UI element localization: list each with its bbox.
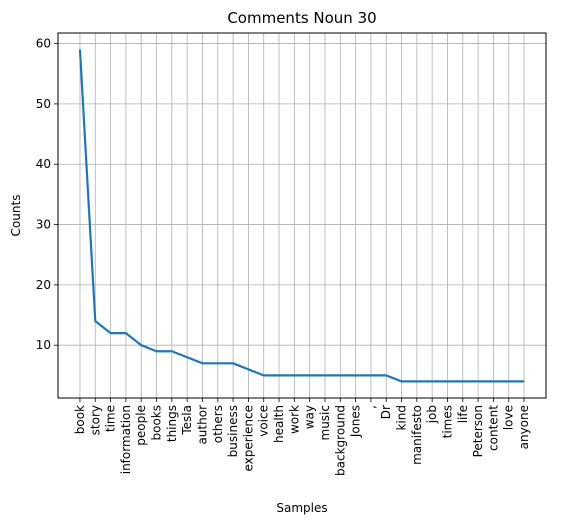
x-tick-label: Peterson <box>471 405 485 457</box>
x-tick-label: author <box>195 405 209 445</box>
x-tick-label: voice <box>257 405 271 437</box>
x-tick-label: Dr <box>379 405 393 419</box>
x-tick-label: business <box>226 405 240 457</box>
x-tick-label: way <box>303 405 317 429</box>
x-tick-label: books <box>150 405 164 441</box>
plot-frame <box>58 33 546 398</box>
x-tick-label: information <box>119 405 133 474</box>
x-tick-label: love <box>502 405 516 430</box>
x-tick-label: times <box>440 405 454 438</box>
x-tick-label: kind <box>395 405 409 431</box>
x-axis-label: Samples <box>276 501 327 515</box>
x-tick-label: music <box>318 405 332 440</box>
x-tick-label: , <box>364 405 378 409</box>
y-tick-label: 20 <box>36 278 51 292</box>
x-tick-label: background <box>333 405 347 476</box>
x-tick-label: Jones <box>349 405 363 438</box>
x-tick-label: experience <box>241 405 255 472</box>
series-layer <box>80 49 524 381</box>
chart-title: Comments Noun 30 <box>227 9 376 27</box>
x-tick-label: job <box>425 405 439 424</box>
x-tick-label: life <box>456 405 470 423</box>
x-tick-label: book <box>73 405 87 434</box>
y-tick-label: 50 <box>36 97 51 111</box>
x-tick-label: things <box>165 405 179 442</box>
x-tick-label: people <box>134 405 148 446</box>
x-tick-label: manifesto <box>410 405 424 465</box>
x-tick-label: anyone <box>517 405 531 449</box>
x-tick-label: others <box>211 405 225 443</box>
x-tick-label: health <box>272 405 286 443</box>
y-tick-label: 60 <box>36 37 51 51</box>
series-line <box>80 50 524 382</box>
x-tick-label: time <box>104 405 118 432</box>
y-axis-label: Counts <box>9 195 23 237</box>
y-tick-label: 10 <box>36 338 51 352</box>
y-tick-label: 40 <box>36 157 51 171</box>
grid-layer <box>58 33 546 398</box>
x-tick-label: content <box>486 405 500 451</box>
x-tick-label: work <box>287 405 301 434</box>
x-tick-label: Tesla <box>180 405 194 436</box>
y-tick-label: 30 <box>36 218 51 232</box>
x-tick-label: story <box>88 405 102 435</box>
